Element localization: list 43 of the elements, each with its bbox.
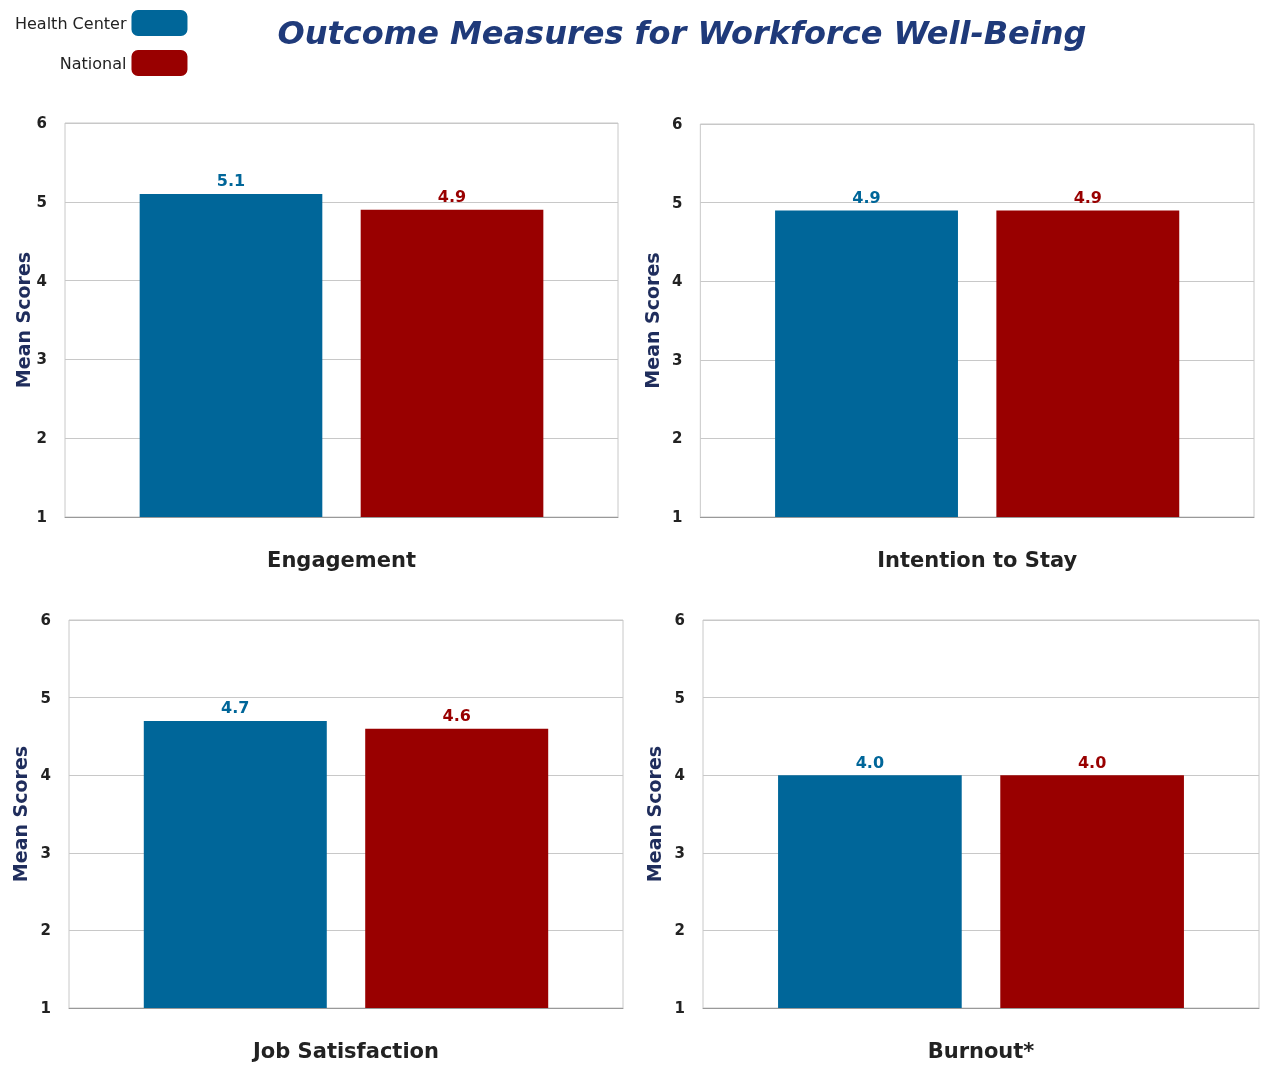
y-tick-label: 3 <box>674 843 685 862</box>
legend-label: National <box>59 53 127 73</box>
y-tick-label: 6 <box>671 115 683 133</box>
y-tick-label: 5 <box>674 688 685 707</box>
y-tick-label: 6 <box>40 611 51 629</box>
data-label: 4.6 <box>442 706 471 726</box>
data-label: 4.7 <box>221 698 250 718</box>
y-tick-label: 4 <box>674 766 685 785</box>
y-tick-label: 1 <box>674 999 685 1017</box>
data-label: 4.0 <box>1077 752 1107 772</box>
y-tick-label: 4 <box>36 271 47 290</box>
y-tick-label: 5 <box>40 688 51 707</box>
y-tick-label: 2 <box>40 921 51 940</box>
y-tick-label: 2 <box>36 429 47 448</box>
y-tick-label: 2 <box>674 921 685 940</box>
x-axis-title: Job Satisfaction <box>251 1038 439 1063</box>
y-tick-label: 5 <box>36 192 47 211</box>
y-axis-title: Mean Scores <box>640 252 663 389</box>
data-label: 4.9 <box>1073 187 1102 207</box>
data-label: 4.0 <box>855 752 885 772</box>
y-tick-label: 3 <box>671 350 683 369</box>
x-axis-title: Engagement <box>267 547 416 572</box>
y-tick-label: 3 <box>40 843 51 862</box>
y-tick-label: 4 <box>671 272 683 291</box>
y-tick-label: 3 <box>36 350 47 369</box>
y-tick-label: 4 <box>40 766 51 785</box>
text: Outcome Measures for Workforce Well-Being <box>277 14 1087 52</box>
y-axis-title: Mean Scores <box>12 251 35 389</box>
x-axis-title: Intention to Stay <box>877 547 1078 572</box>
y-tick-label: 5 <box>671 193 683 212</box>
data-label: 4.9 <box>437 187 467 207</box>
y-tick-label: 6 <box>36 114 47 132</box>
y-tick-label: 1 <box>671 508 683 526</box>
data-label: 4.9 <box>852 187 881 207</box>
y-axis-title: Mean Scores <box>9 745 32 883</box>
x-axis-title: Burnout* <box>927 1038 1035 1063</box>
data-label: 5.1 <box>216 171 246 191</box>
y-axis-title: Mean Scores <box>643 745 666 883</box>
y-tick-label: 2 <box>671 429 683 448</box>
y-tick-label: 1 <box>36 508 47 526</box>
y-tick-label: 1 <box>40 999 51 1017</box>
legend-label: Health Center <box>14 13 127 33</box>
y-tick-label: 6 <box>674 611 685 629</box>
